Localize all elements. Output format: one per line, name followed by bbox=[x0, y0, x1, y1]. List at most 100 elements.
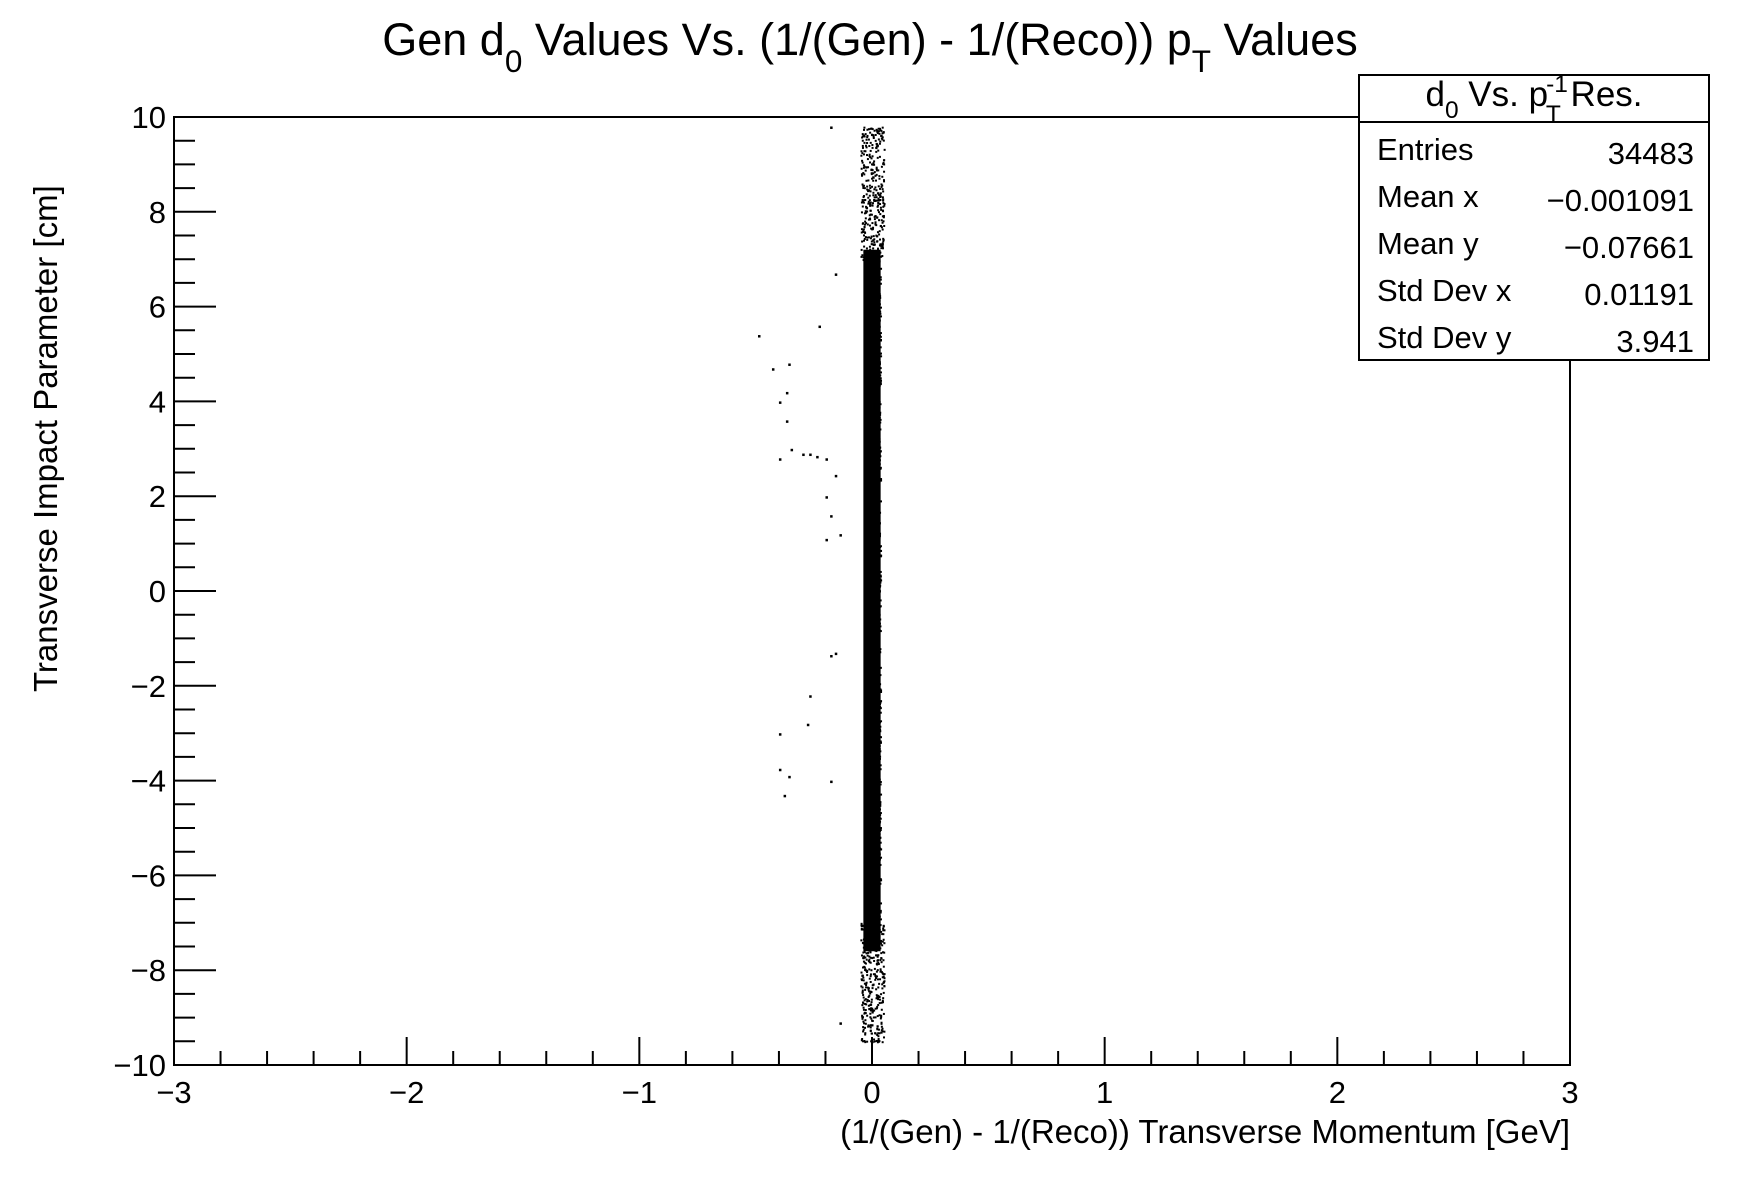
data-point bbox=[874, 523, 877, 526]
data-point bbox=[864, 907, 867, 910]
data-point bbox=[873, 243, 876, 246]
data-point bbox=[861, 941, 864, 944]
data-point bbox=[877, 541, 880, 544]
data-point bbox=[875, 461, 878, 464]
data-point bbox=[868, 712, 871, 715]
data-point bbox=[870, 1032, 873, 1035]
data-point bbox=[874, 818, 877, 821]
data-point bbox=[864, 538, 867, 541]
data-point bbox=[872, 254, 875, 257]
data-point bbox=[874, 575, 877, 578]
data-point bbox=[878, 583, 881, 586]
data-point bbox=[877, 693, 880, 696]
data-point bbox=[864, 482, 867, 485]
data-point bbox=[867, 250, 870, 253]
data-point bbox=[868, 880, 871, 883]
data-point bbox=[871, 687, 874, 690]
data-point bbox=[879, 625, 882, 628]
data-point bbox=[879, 554, 882, 557]
data-point bbox=[869, 323, 872, 326]
data-point bbox=[871, 513, 874, 516]
data-point-outlier bbox=[825, 538, 828, 542]
data-point bbox=[873, 861, 876, 864]
data-point bbox=[868, 437, 871, 440]
data-point bbox=[879, 334, 882, 337]
data-point bbox=[872, 467, 875, 470]
data-point bbox=[881, 245, 884, 248]
data-point bbox=[873, 851, 876, 854]
data-point bbox=[864, 451, 867, 454]
data-point bbox=[869, 624, 872, 627]
data-point bbox=[870, 360, 873, 363]
data-point bbox=[870, 853, 873, 856]
data-point bbox=[863, 141, 866, 144]
data-point bbox=[864, 905, 867, 908]
data-point bbox=[877, 396, 880, 399]
data-point bbox=[871, 748, 874, 751]
data-point bbox=[878, 332, 881, 335]
data-point bbox=[878, 833, 881, 836]
data-point bbox=[873, 296, 876, 299]
data-point bbox=[878, 480, 881, 483]
data-points bbox=[757, 126, 886, 1044]
data-point bbox=[877, 323, 880, 326]
data-point bbox=[865, 958, 868, 961]
data-point bbox=[866, 596, 869, 599]
data-point bbox=[876, 231, 879, 234]
data-point bbox=[874, 690, 877, 693]
data-point bbox=[872, 658, 875, 661]
data-point-outlier bbox=[802, 453, 805, 457]
data-point bbox=[867, 1025, 870, 1028]
data-point bbox=[867, 616, 870, 619]
data-point bbox=[867, 200, 870, 203]
data-point bbox=[864, 719, 867, 722]
data-point bbox=[875, 756, 878, 759]
data-point bbox=[867, 738, 870, 741]
data-point bbox=[879, 203, 882, 206]
data-point bbox=[861, 161, 864, 164]
data-point bbox=[875, 473, 878, 476]
data-point-outlier bbox=[830, 654, 833, 658]
data-point bbox=[880, 183, 883, 186]
data-point bbox=[879, 467, 882, 470]
data-point bbox=[879, 882, 882, 885]
data-point bbox=[872, 890, 875, 893]
data-point bbox=[864, 133, 867, 136]
data-point bbox=[875, 659, 878, 662]
data-point-outlier bbox=[806, 723, 810, 727]
data-point bbox=[866, 436, 869, 439]
data-point bbox=[862, 996, 865, 999]
data-point bbox=[875, 597, 878, 600]
data-point-outlier bbox=[757, 335, 761, 338]
data-point bbox=[872, 437, 875, 440]
data-point bbox=[866, 462, 869, 465]
data-point bbox=[879, 674, 882, 677]
data-point bbox=[878, 351, 881, 354]
data-point bbox=[875, 142, 878, 145]
data-point bbox=[880, 952, 883, 955]
data-point bbox=[872, 315, 875, 318]
data-point bbox=[865, 866, 868, 869]
data-point bbox=[871, 591, 874, 594]
data-point bbox=[873, 871, 876, 874]
data-point bbox=[866, 1014, 869, 1017]
data-point bbox=[878, 420, 881, 423]
data-point bbox=[863, 961, 866, 964]
data-point bbox=[860, 971, 863, 974]
data-point bbox=[867, 922, 870, 925]
data-point bbox=[872, 416, 875, 419]
data-point bbox=[875, 970, 878, 973]
data-point bbox=[867, 714, 870, 717]
data-point bbox=[869, 738, 872, 741]
data-point bbox=[870, 328, 873, 331]
data-point bbox=[878, 900, 881, 903]
data-point bbox=[865, 631, 868, 634]
data-point bbox=[864, 419, 867, 422]
data-point bbox=[877, 260, 880, 263]
data-point bbox=[869, 457, 872, 460]
data-point bbox=[870, 438, 873, 441]
data-point bbox=[869, 833, 872, 836]
data-point bbox=[875, 622, 878, 625]
data-point bbox=[865, 908, 868, 911]
